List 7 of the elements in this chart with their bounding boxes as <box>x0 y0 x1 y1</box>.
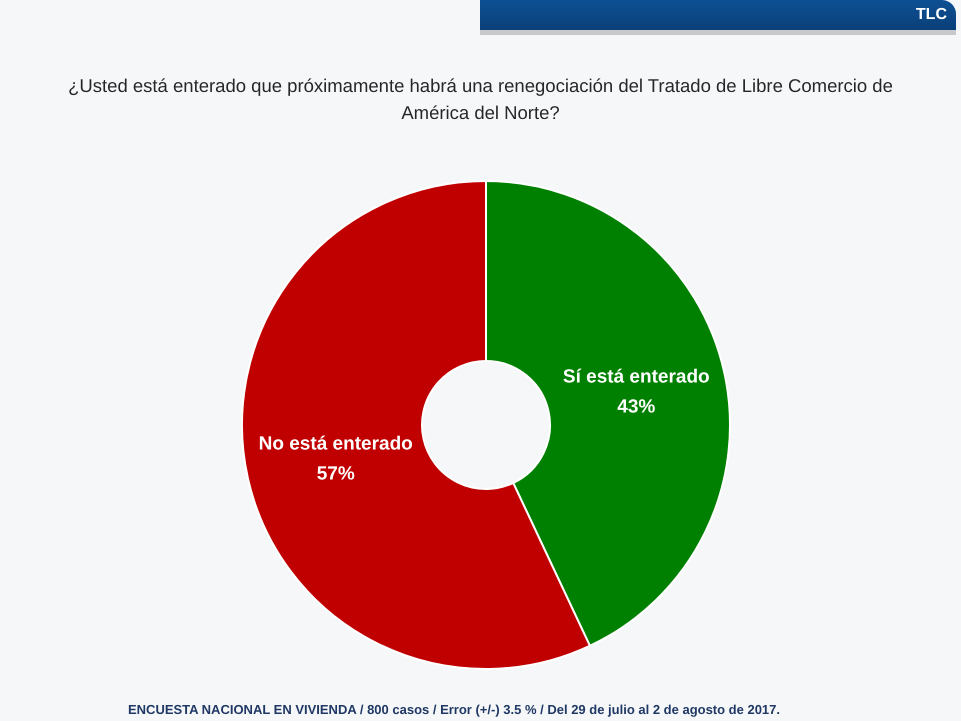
slice-label: No está enterado <box>258 433 413 454</box>
data-label: 43% <box>617 396 656 417</box>
text: ENCUESTA NACIONAL EN VIVIENDA / 800 casos / Error (+/-) 3.5 % / Del 29 de julio al 2 de agosto de 2017. <box>128 702 780 717</box>
chart-title: ¿Usted está enterado que próximamente habrá una renegociación del Tratado de Libre Comercio de América del Norte? <box>68 75 893 123</box>
data-label: 57% <box>316 463 355 484</box>
text: TLC <box>916 6 947 23</box>
slice-label: Sí está enterado <box>562 366 710 387</box>
